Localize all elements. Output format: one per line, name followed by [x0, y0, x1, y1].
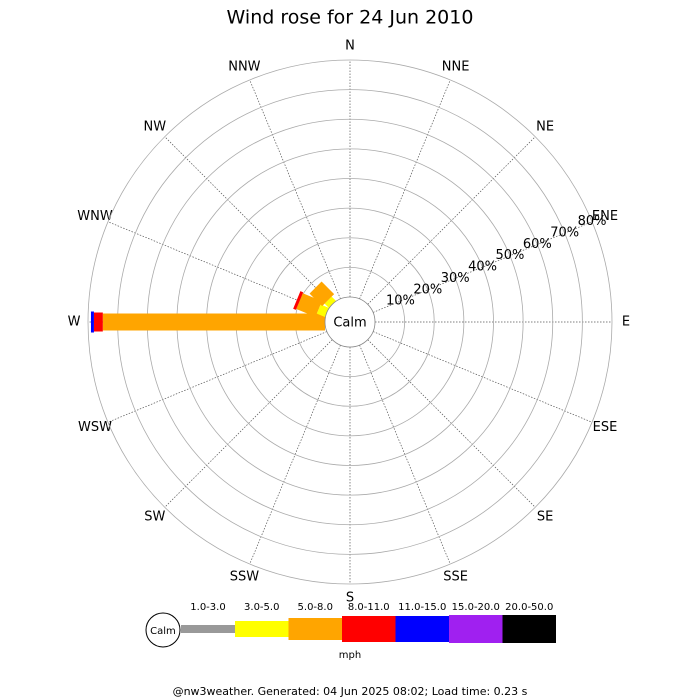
grid-ring [87, 59, 613, 585]
direction-label: E [622, 315, 630, 330]
legend-label: 5.0-8.0 [298, 602, 333, 613]
legend-label: 1.0-3.0 [190, 602, 225, 613]
chart-title: Wind rose for 24 Jun 2010 [227, 7, 474, 29]
legend-label: 20.0-50.0 [505, 602, 553, 613]
calm-label: Calm [333, 316, 366, 331]
legend-swatch [288, 618, 342, 640]
direction-label: NNW [228, 60, 260, 75]
ring-label: 20% [413, 282, 442, 297]
direction-label: NW [144, 119, 167, 134]
direction-label: WSW [78, 420, 112, 435]
legend-calm-label: Calm [150, 626, 176, 637]
legend-swatch [235, 621, 289, 637]
direction-label: SE [537, 510, 553, 525]
ring-label: 70% [550, 226, 579, 241]
ring-label: 30% [441, 271, 470, 286]
direction-label: N [345, 39, 355, 54]
legend-label: 8.0-11.0 [348, 602, 390, 613]
ring-label: 50% [495, 248, 524, 263]
ring-label: 40% [468, 260, 497, 275]
direction-label: S [346, 591, 354, 606]
legend-label: 11.0-15.0 [398, 602, 446, 613]
ring-label: 60% [523, 237, 552, 252]
legend-swatch [181, 625, 235, 633]
wind-bar [296, 293, 322, 317]
legend-calm [145, 612, 181, 648]
spoke [359, 79, 451, 300]
direction-label: SW [144, 510, 165, 525]
legend-swatch [502, 615, 556, 643]
footer: @nw3weather. Generated: 04 Jun 2025 08:0… [173, 685, 528, 698]
direction-label: SSW [230, 569, 260, 584]
direction-label: WNW [77, 209, 113, 224]
direction-label: ESE [593, 420, 618, 435]
wind-bar [309, 281, 335, 307]
spoke [249, 79, 341, 300]
ring-label: 80% [578, 214, 607, 229]
direction-label: W [68, 315, 81, 330]
wind-bar [324, 296, 336, 308]
calm-circle [324, 296, 376, 348]
legend-label: 15.0-20.0 [452, 602, 500, 613]
legend-label: 3.0-5.0 [244, 602, 279, 613]
legend-units: mph [339, 650, 361, 661]
legend-swatch [342, 616, 396, 642]
legend-swatch [395, 616, 449, 642]
wind-bar [293, 291, 304, 310]
wind-bar [316, 304, 329, 318]
direction-label: ENE [592, 209, 618, 224]
direction-label: SSE [443, 569, 468, 584]
legend-swatch [449, 615, 503, 643]
direction-label: NE [536, 119, 554, 134]
ring-label: 10% [386, 294, 415, 309]
spoke [107, 221, 328, 313]
direction-label: NNE [442, 60, 470, 75]
spoke [107, 331, 328, 423]
